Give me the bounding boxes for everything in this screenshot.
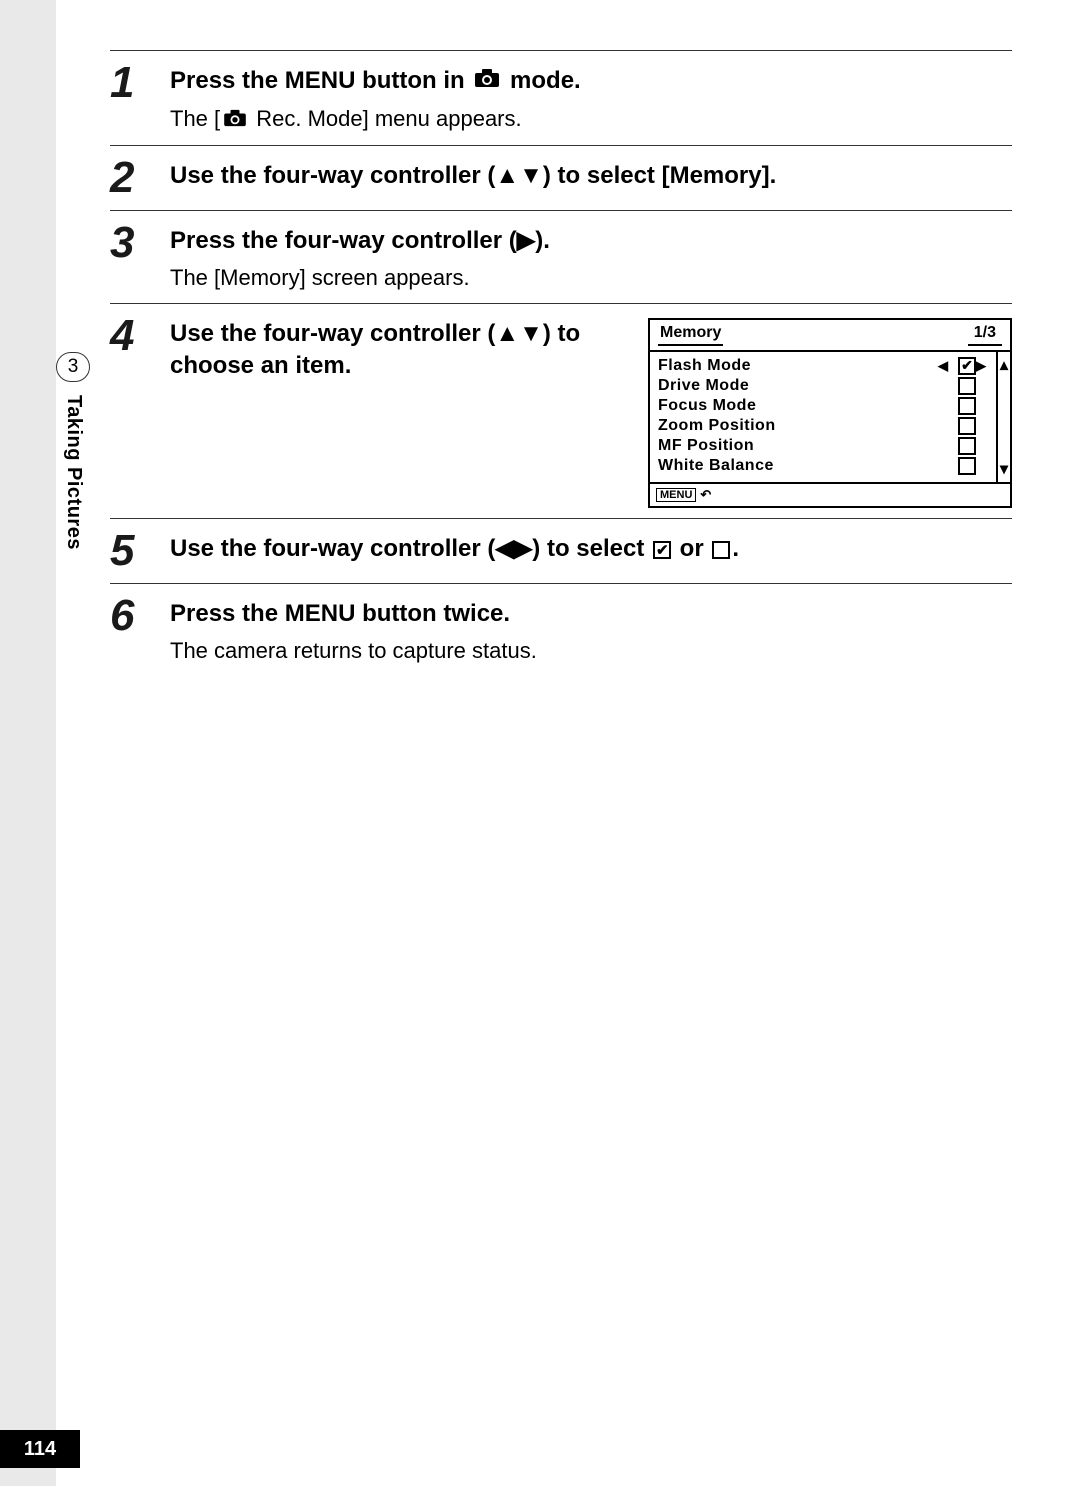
step-title: Press the MENU button in mode. <box>170 65 1012 98</box>
memory-item-label: Flash Mode <box>658 357 938 375</box>
memory-screen-panel: Memory 1/3 Flash Mode ◀ ▶ Drive Mode <box>648 318 1012 508</box>
step-body: Press the four-way controller (▶). The [… <box>170 221 1012 293</box>
memory-panel-title: Memory <box>658 324 723 346</box>
memory-item-zoom-position[interactable]: Zoom Position <box>658 416 988 436</box>
checkbox-empty-icon <box>958 457 976 475</box>
step-number: 6 <box>110 594 170 638</box>
chapter-number-badge: 3 <box>56 352 90 382</box>
step-title: Use the four-way controller (▲▼) to sele… <box>170 160 1012 192</box>
step-number: 4 <box>110 314 170 358</box>
step-number: 2 <box>110 156 170 200</box>
step-title: Press the MENU button twice. <box>170 598 1012 630</box>
step-number: 1 <box>110 61 170 105</box>
memory-panel-footer: MENU ↶ <box>650 482 1010 506</box>
back-arrow-icon: ↶ <box>700 487 711 503</box>
memory-panel-body: Flash Mode ◀ ▶ Drive Mode Focus Mode <box>650 352 1010 482</box>
step-body: Press the MENU button twice. The camera … <box>170 594 1012 666</box>
checkbox-checked-icon <box>653 541 671 559</box>
step-desc: The [ Rec. Mode] menu appears. <box>170 104 1012 135</box>
text: Rec. Mode] menu appears. <box>250 106 521 131</box>
memory-item-label: Focus Mode <box>658 397 950 415</box>
checkbox-checked-icon <box>958 357 976 375</box>
text: button in <box>355 67 471 94</box>
text: mode. <box>503 67 580 94</box>
step-body: Use the four-way controller (◀▶) to sele… <box>170 529 1012 565</box>
step-title: Press the four-way controller (▶). <box>170 225 1012 257</box>
scroll-up-icon: ▴ <box>1000 355 1008 375</box>
text: Press the <box>170 600 285 627</box>
text: . <box>732 535 739 562</box>
memory-item-mf-position[interactable]: MF Position <box>658 436 988 456</box>
step-body: Press the MENU button in mode. The [ Rec… <box>170 61 1012 135</box>
left-margin-strip <box>0 0 56 1486</box>
checkbox-empty-icon <box>958 437 976 455</box>
memory-item-label: White Balance <box>658 457 950 475</box>
checkbox-empty-icon <box>958 397 976 415</box>
text: button twice. <box>355 600 510 627</box>
menu-button-label[interactable]: MENU <box>656 488 696 502</box>
memory-item-label: MF Position <box>658 437 950 455</box>
text: Use the four-way controller (◀▶) to sele… <box>170 535 651 562</box>
chapter-section-label: Taking Pictures <box>62 395 85 550</box>
memory-item-focus-mode[interactable]: Focus Mode <box>658 396 988 416</box>
step-4: 4 Use the four-way controller (▲▼) to ch… <box>110 303 1012 508</box>
step-3: 3 Press the four-way controller (▶). The… <box>110 210 1012 293</box>
camera-icon <box>223 105 247 135</box>
memory-panel-header: Memory 1/3 <box>650 320 1010 352</box>
checkbox-empty-icon <box>712 541 730 559</box>
step-desc: The [Memory] screen appears. <box>170 263 1012 293</box>
step-2: 2 Use the four-way controller (▲▼) to se… <box>110 145 1012 200</box>
camera-icon <box>474 65 500 97</box>
step-body: Use the four-way controller (▲▼) to choo… <box>170 314 1012 508</box>
memory-item-white-balance[interactable]: White Balance <box>658 456 988 476</box>
checkbox-empty-icon <box>958 417 976 435</box>
memory-item-label: Drive Mode <box>658 377 950 395</box>
nav-right-icon: ▶ <box>976 358 988 374</box>
step-1: 1 Press the MENU button in mode. The [ R… <box>110 50 1012 135</box>
menu-word: MENU <box>285 67 356 94</box>
step-6: 6 Press the MENU button twice. The camer… <box>110 583 1012 666</box>
memory-item-flash-mode[interactable]: Flash Mode ◀ ▶ <box>658 356 988 376</box>
memory-item-label: Zoom Position <box>658 417 950 435</box>
memory-panel-page-indicator: 1/3 <box>968 324 1002 346</box>
page-number: 114 <box>0 1430 80 1468</box>
memory-scrollbar[interactable]: ▴ ▾ <box>996 352 1010 482</box>
memory-item-list: Flash Mode ◀ ▶ Drive Mode Focus Mode <box>650 352 996 482</box>
step-body: Use the four-way controller (▲▼) to sele… <box>170 156 1012 192</box>
scroll-down-icon: ▾ <box>1000 459 1008 479</box>
menu-word: MENU <box>285 600 356 627</box>
checkbox-empty-icon <box>958 377 976 395</box>
nav-left-icon: ◀ <box>938 358 950 374</box>
memory-item-drive-mode[interactable]: Drive Mode <box>658 376 988 396</box>
step-desc: The camera returns to capture status. <box>170 636 1012 666</box>
step-number: 5 <box>110 529 170 573</box>
text: Press the <box>170 67 285 94</box>
step-title: Use the four-way controller (▲▼) to choo… <box>170 318 630 383</box>
main-content: 1 Press the MENU button in mode. The [ R… <box>110 50 1012 666</box>
step-5: 5 Use the four-way controller (◀▶) to se… <box>110 518 1012 573</box>
text: or <box>673 535 710 562</box>
step-number: 3 <box>110 221 170 265</box>
chapter-number: 3 <box>68 356 79 378</box>
step-title: Use the four-way controller (◀▶) to sele… <box>170 533 1012 565</box>
text: The [ <box>170 106 220 131</box>
page-number-text: 114 <box>24 1438 56 1461</box>
